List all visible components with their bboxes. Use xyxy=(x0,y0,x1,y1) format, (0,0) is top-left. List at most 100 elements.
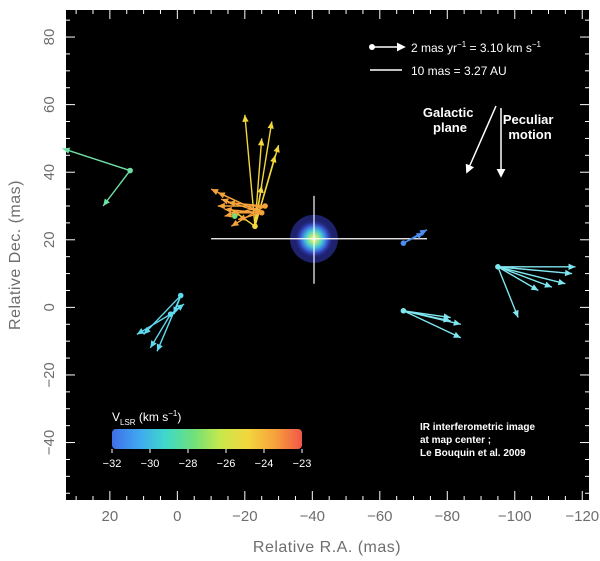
y-tick-label: 80 xyxy=(41,29,58,46)
colorbar-tick-label: −32 xyxy=(103,458,122,470)
svg-text:Peculiar motion: Peculiar motion xyxy=(503,112,557,142)
motion-arrowhead xyxy=(257,138,265,146)
motion-vector xyxy=(403,310,461,325)
maser-feature xyxy=(252,223,258,230)
motion-arrowhead xyxy=(242,114,249,123)
motion-vector xyxy=(403,310,462,339)
motion-arrowhead xyxy=(211,189,219,195)
motion-arrowhead xyxy=(273,145,280,153)
motion-arrowhead xyxy=(136,328,145,335)
colorbar-tick-label: −28 xyxy=(179,458,198,470)
colorbar-title-sub: LSR xyxy=(120,418,136,427)
x-tick-label: −20 xyxy=(232,508,257,525)
motion-arrowhead xyxy=(257,185,264,194)
x-tick-label: −40 xyxy=(300,508,325,525)
maser-feature xyxy=(400,307,407,314)
x-tick-label: 0 xyxy=(173,508,181,525)
galactic-plane-arrow xyxy=(465,105,497,174)
motion-vector xyxy=(156,295,182,352)
y-tick-label: 40 xyxy=(41,164,58,181)
colorbar-title: V xyxy=(112,410,120,424)
motion-vector xyxy=(497,266,573,275)
motion-arrowhead xyxy=(224,211,233,218)
galactic-plane-label-1: Galactic xyxy=(423,105,474,120)
motion-arrowhead xyxy=(217,202,225,210)
motion-vector xyxy=(143,295,182,335)
maser-feature xyxy=(167,311,174,317)
motion-arrowhead xyxy=(103,198,110,206)
motion-arrowhead xyxy=(143,327,151,335)
ir-caption-3: Le Bouquin et al. 2009 xyxy=(420,448,526,459)
motion-arrowhead xyxy=(512,309,519,318)
proper-motion-vectors xyxy=(62,114,576,352)
svg-text:VLSR (km s−1): VLSR (km s−1) xyxy=(112,409,181,427)
motion-arrowhead xyxy=(156,343,163,352)
x-tick-label: 20 xyxy=(102,508,119,525)
svg-text:Galactic plane: Galactic plane xyxy=(423,105,477,135)
ir-caption-2: at map center ; xyxy=(420,435,491,446)
colorbar-title-close: ) xyxy=(177,410,181,424)
motion-arrowhead xyxy=(270,155,277,163)
peculiar-motion-label-1: Peculiar xyxy=(503,112,554,127)
motion-arrowhead xyxy=(224,206,232,214)
x-tick-label: −100 xyxy=(498,508,532,525)
y-tick-label: 0 xyxy=(41,303,58,311)
x-axis-title: Relative R.A. (mas) xyxy=(253,539,401,556)
motion-arrowhead xyxy=(221,198,229,205)
motion-vector xyxy=(497,266,566,285)
colorbar-tick-label: −23 xyxy=(293,458,312,470)
colorbar: VLSR (km s−1) −32 −30 −28 −26 −24 −23 xyxy=(103,409,312,470)
motion-arrowhead xyxy=(564,269,573,277)
y-tick-label: −40 xyxy=(41,430,58,455)
scale-arrow-origin xyxy=(369,44,375,50)
y-axis-title: Relative Dec. (mas) xyxy=(7,180,24,330)
maser-feature xyxy=(127,167,133,174)
motion-vector xyxy=(244,114,256,227)
colorbar-ticks: −32 −30 −28 −26 −24 −23 xyxy=(103,449,312,470)
motion-arrowhead xyxy=(227,200,236,207)
motion-arrowhead xyxy=(419,229,428,236)
motion-vector xyxy=(497,266,519,318)
scale-arrow-text: 2 mas yr xyxy=(411,41,457,55)
maser-feature xyxy=(231,213,238,219)
maser-feature xyxy=(400,240,407,246)
colorbar-tick-label: −26 xyxy=(217,458,236,470)
y-tick-label: 20 xyxy=(41,231,58,248)
motion-vector xyxy=(403,310,451,319)
colorbar-gradient xyxy=(112,429,302,449)
svg-text:IR interferometric image: IR interferometric image at map center ;… xyxy=(420,422,538,459)
motion-arrowhead xyxy=(530,284,539,291)
peculiar-motion-label-2: motion xyxy=(508,127,551,142)
x-tick-label: −80 xyxy=(435,508,460,525)
x-tick-label: −60 xyxy=(367,508,392,525)
scale-arrow-text-2: = 3.10 km s xyxy=(466,41,532,55)
motion-vector xyxy=(102,170,131,207)
scale-arrow-exp-2: −1 xyxy=(532,40,542,49)
colorbar-tick-label: −30 xyxy=(141,458,160,470)
motion-arrowhead xyxy=(453,331,461,338)
colorbar-title-unit: (km s xyxy=(136,410,169,424)
maser-feature xyxy=(258,209,265,216)
y-tick-label: −20 xyxy=(41,362,58,387)
maser-feature xyxy=(177,292,184,299)
motion-arrowhead xyxy=(150,340,157,348)
scale-arrow-exp: −1 xyxy=(457,40,467,49)
ir-caption-1: IR interferometric image xyxy=(420,422,535,433)
maser-feature xyxy=(262,203,268,209)
motion-arrowhead xyxy=(568,263,576,271)
scale-line-text: 10 mas = 3.27 AU xyxy=(411,64,507,78)
motion-arrowhead xyxy=(217,192,226,199)
center-image-group xyxy=(211,195,428,284)
motion-arrowhead xyxy=(176,304,185,311)
galactic-plane-label-2: plane xyxy=(433,120,467,135)
motion-arrowhead xyxy=(62,147,71,154)
motion-arrowhead xyxy=(443,313,451,320)
motion-arrowhead xyxy=(267,121,274,129)
scale-bar: 2 mas yr−1 = 3.10 km s−1 10 mas = 3.27 A… xyxy=(369,40,542,78)
direction-indicators: Galactic plane Peculiar motion xyxy=(423,105,557,178)
motion-vector xyxy=(62,147,131,172)
y-tick-label: 60 xyxy=(41,96,58,113)
motion-arrowhead xyxy=(557,278,566,286)
axis-ticks: 20 0 −20 −40 −60 −80 −100 −120 −40 −20 0 20 40 60 80 xyxy=(41,10,599,525)
